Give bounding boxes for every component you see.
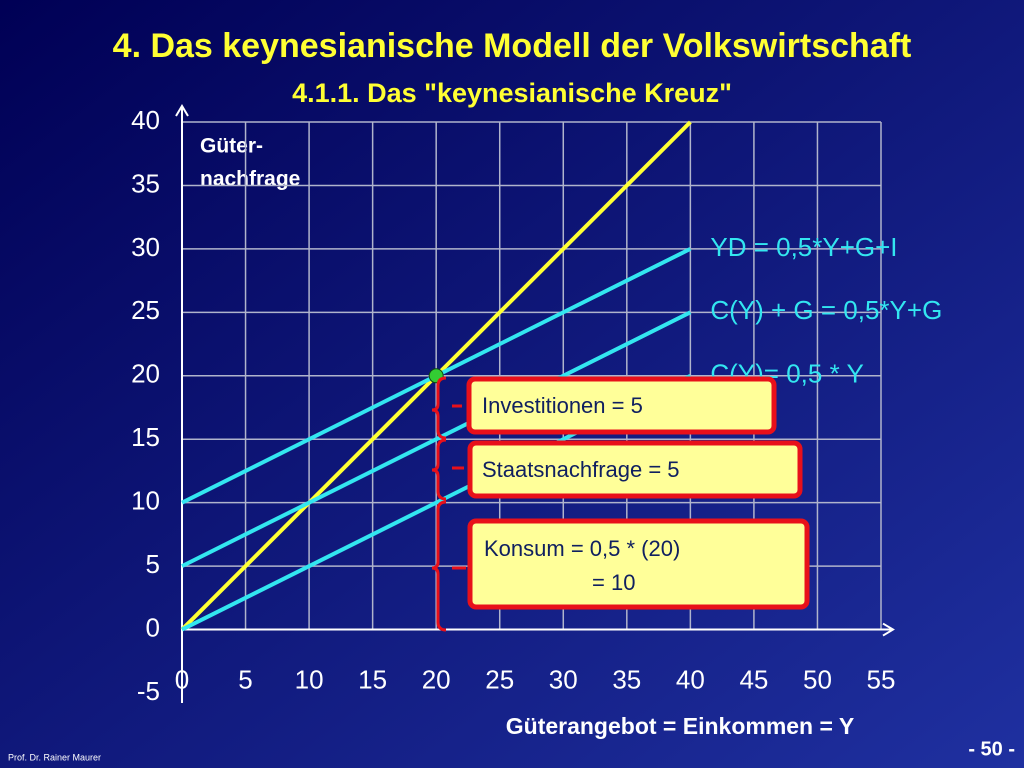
- y-axis: [175, 104, 189, 703]
- x-tick-label: 50: [803, 664, 832, 694]
- annotations: Investitionen = 5 Staatsnachfrage = 5 Ko…: [431, 376, 810, 632]
- x-tick-label: 30: [549, 664, 578, 694]
- line-label: C(Y) + G = 0,5*Y+G: [710, 295, 942, 325]
- brace: [431, 376, 462, 440]
- y-tick-label: 15: [131, 422, 160, 452]
- y-tick-label: 25: [131, 295, 160, 325]
- y-tick-label: 20: [131, 359, 160, 389]
- y-tick-label: 35: [131, 168, 160, 198]
- title: 4. Das keynesianische Modell der Volkswi…: [113, 27, 912, 65]
- series-line: [181, 310, 692, 568]
- page-number: - 50 -: [968, 738, 1015, 760]
- footer: Prof. Dr. Rainer Maurer: [8, 752, 101, 762]
- y-tick-label: 0: [146, 612, 160, 642]
- x-tick-label: 15: [358, 664, 387, 694]
- x-tick-label: 40: [676, 664, 705, 694]
- x-tick-label: 35: [612, 664, 641, 694]
- subtitle: 4.1.1. Das "keynesianische Kreuz": [292, 78, 732, 108]
- x-tick-label: 55: [867, 664, 896, 694]
- y-tick-label: 40: [131, 105, 160, 135]
- annotation: = 10: [592, 570, 635, 595]
- x-axis-label: Güterangebot = Einkommen = Y: [506, 713, 855, 739]
- y-tick-label: -5: [137, 676, 160, 706]
- y-tick-label: 10: [131, 486, 160, 516]
- y-tick-label: 5: [146, 549, 160, 579]
- annotation: Konsum = 0,5 * (20): [484, 536, 680, 561]
- annotation-box: [467, 518, 810, 610]
- x-tick-label: 25: [485, 664, 514, 694]
- y-axis-label: Güter-: [200, 135, 263, 158]
- brace: [431, 438, 464, 501]
- x-tick-label: 10: [295, 664, 324, 694]
- x-tick-label: 5: [238, 664, 252, 694]
- x-axis: [182, 622, 895, 637]
- annotation: Staatsnachfrage = 5: [482, 457, 680, 482]
- x-tick-label: 45: [739, 664, 768, 694]
- annotation-box: [466, 376, 777, 435]
- y-axis-label: nachfrage: [200, 168, 300, 191]
- x-tick-label: 20: [422, 664, 451, 694]
- annotation: Investitionen = 5: [482, 393, 643, 418]
- line-label: YD = 0,5*Y+G+I: [710, 232, 897, 262]
- annotation-box: [467, 440, 803, 499]
- y-tick-label: 30: [131, 232, 160, 262]
- brace: [431, 500, 466, 632]
